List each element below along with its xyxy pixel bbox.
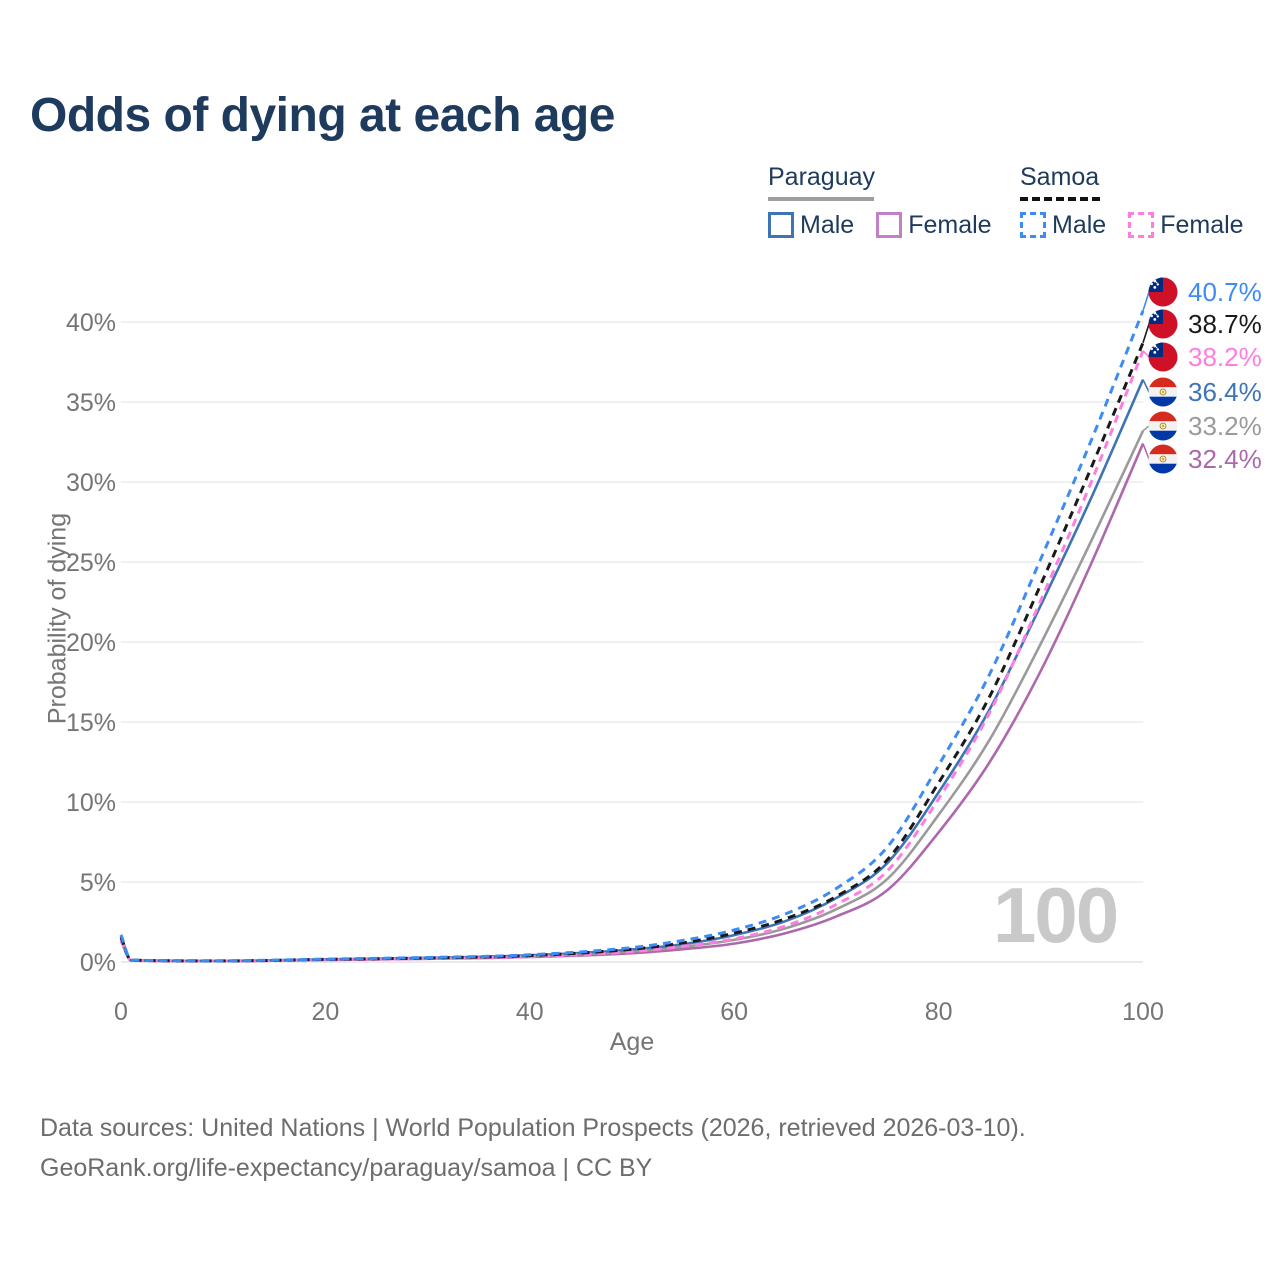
y-axis-title: Probability of dying xyxy=(43,512,72,725)
x-axis-title: Age xyxy=(609,1028,655,1056)
paraguay-flag-icon xyxy=(1148,411,1178,441)
series-line-paraguay-female xyxy=(119,443,1145,963)
legend-swatch-paraguay-male xyxy=(768,212,794,238)
chart-title: Odds of dying at each age xyxy=(30,89,615,142)
y-tick-5%: 5% xyxy=(79,869,116,897)
y-tick-40%: 40% xyxy=(65,309,116,337)
x-tick-20: 20 xyxy=(311,998,340,1026)
end-value-paraguay-both: 33.2% xyxy=(1188,411,1262,441)
legend-group-linestyle-dashed xyxy=(1020,197,1100,201)
end-value-paraguay-male: 36.4% xyxy=(1188,377,1262,407)
x-tick-60: 60 xyxy=(720,998,749,1026)
x-tick-80: 80 xyxy=(924,998,953,1026)
end-value-samoa-both: 38.7% xyxy=(1188,309,1262,339)
end-value-samoa-female: 38.2% xyxy=(1188,342,1262,372)
paraguay-flag-icon xyxy=(1148,444,1178,474)
legend-label-samoa-female: Female xyxy=(1160,211,1244,239)
y-tick-20%: 20% xyxy=(65,629,116,657)
legend-group-linestyle-solid xyxy=(768,197,874,201)
legend-label-paraguay-female: Female xyxy=(908,211,992,239)
series-line-samoa-male xyxy=(119,310,1145,963)
x-tick-40: 40 xyxy=(515,998,544,1026)
footer-attribution: GeoRank.org/life-expectancy/paraguay/sam… xyxy=(40,1154,653,1182)
legend-group-paraguay: Paraguay Male Female xyxy=(768,163,1014,239)
samoa-flag-icon xyxy=(1148,277,1178,307)
y-tick-35%: 35% xyxy=(65,389,116,417)
footer: Data sources: United Nations | World Pop… xyxy=(40,1108,1026,1188)
footer-sources: Data sources: United Nations | World Pop… xyxy=(40,1114,1026,1142)
legend-label-paraguay-male: Male xyxy=(800,211,855,239)
legend-swatch-samoa-male xyxy=(1020,212,1046,238)
series-line-samoa-female xyxy=(119,350,1145,963)
y-tick-25%: 25% xyxy=(65,549,116,577)
legend-group-name: Paraguay xyxy=(768,163,876,191)
x-tick-0: 0 xyxy=(114,998,128,1026)
age-watermark: 100 xyxy=(993,871,1119,959)
samoa-flag-icon xyxy=(1148,309,1178,339)
y-tick-0%: 0% xyxy=(79,949,116,977)
legend-group-name: Samoa xyxy=(1020,163,1100,191)
end-value-samoa-male: 40.7% xyxy=(1188,277,1262,307)
series-line-samoa-both xyxy=(119,342,1145,963)
legend-group-samoa: Samoa Male Female xyxy=(1020,163,1266,239)
legend-swatch-samoa-female xyxy=(1128,212,1155,238)
legend-label-samoa-male: Male xyxy=(1052,211,1107,239)
samoa-flag-icon xyxy=(1148,342,1178,372)
end-value-paraguay-female: 32.4% xyxy=(1188,444,1262,474)
y-tick-15%: 15% xyxy=(65,709,116,737)
y-tick-10%: 10% xyxy=(65,789,116,817)
paraguay-flag-icon xyxy=(1148,377,1178,407)
legend-swatch-paraguay-female xyxy=(876,212,903,238)
series-line-paraguay-male xyxy=(119,379,1145,963)
y-tick-30%: 30% xyxy=(65,469,116,497)
x-tick-100: 100 xyxy=(1122,998,1164,1026)
